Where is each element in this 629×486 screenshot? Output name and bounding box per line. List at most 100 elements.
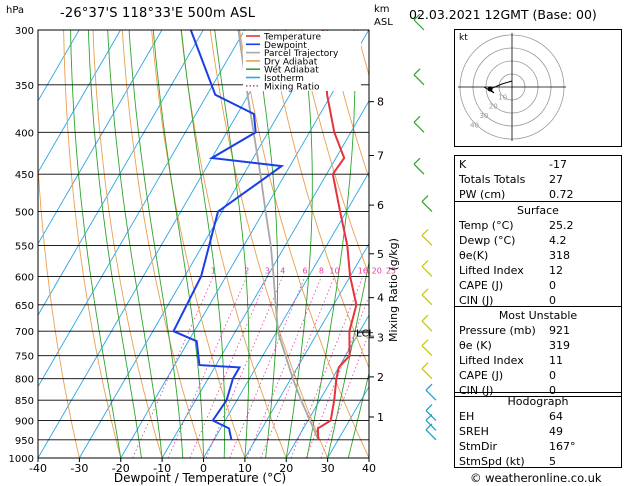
wet-adiabat-line (70, 30, 122, 458)
isotherm-line (38, 30, 80, 102)
wind-barb-flag (413, 157, 421, 165)
wet-adiabat-line (347, 371, 369, 458)
legend-entry: Dewpoint (264, 41, 307, 51)
hodograph-table: Hodograph EH 64 SREH 49 StmDir 167° StmSpd … (454, 392, 622, 468)
mixing-ratio-label: 16 (358, 266, 368, 275)
isotherm-line (38, 30, 163, 245)
hodograph-unit-label: kt (459, 33, 468, 43)
legend-entry: Wet Adiabat (264, 66, 319, 76)
km-tick-label: 2 (377, 371, 384, 384)
wind-barb (425, 389, 437, 401)
hodograph-ring-label: 30 (479, 112, 488, 120)
pressure-tick-label: 750 (15, 352, 34, 363)
mixing-ratio-line (246, 276, 322, 458)
pressure-tick-label: 600 (15, 272, 34, 283)
surface-table: Surface Temp (°C) 25.2 Dewp (°C) 4.2 θe(K)… (454, 201, 622, 307)
pressure-tick-label: 1000 (9, 454, 34, 465)
mixing-ratio-line (132, 276, 214, 458)
wind-barb (421, 345, 433, 357)
mixing-ratio-line (205, 276, 284, 458)
x-tick-label: 10 (238, 462, 252, 475)
credit-text: © weatheronline.co.uk (470, 471, 602, 485)
isotherm-line (78, 30, 328, 458)
wind-barb (421, 320, 433, 332)
index-row: PW (cm) 0.72 (459, 188, 574, 201)
mixing-ratio-label: 6 (303, 266, 308, 275)
parcel-trajectory-line (237, 30, 320, 441)
km-tick-label: 4 (377, 292, 384, 305)
mixing-ratio-label: 4 (280, 266, 285, 275)
isotherm-line (38, 30, 121, 174)
mixing-ratio-label: 3 (265, 266, 270, 275)
height-unit-km: km (374, 4, 390, 15)
wind-barb (425, 429, 437, 441)
mixing-ratio-label: 25 (386, 266, 396, 275)
km-tick-label: 7 (377, 149, 384, 162)
legend-entry: Temperature (263, 33, 321, 43)
wind-barb-flag (421, 339, 429, 347)
wind-barb-flag (421, 288, 429, 296)
lcl-label: LCL (356, 329, 375, 340)
mixing-ratio-label: 1 (211, 266, 216, 275)
hodograph-table-title: Hodograph (507, 395, 569, 408)
x-tick-label: -20 (112, 462, 130, 475)
isotherm-line (120, 30, 369, 458)
legend-entry: Parcel Trajectory (264, 49, 339, 59)
pressure-tick-label: 550 (15, 241, 34, 252)
km-tick-label: 6 (377, 199, 384, 212)
wind-barb-flag (425, 423, 433, 431)
wind-barb (413, 19, 425, 31)
indices-table: K -17 Totals Totals 27 PW (cm) 0.72 (454, 155, 622, 202)
hodograph-ring-label: 10 (498, 93, 507, 101)
wind-barb-flag (421, 259, 429, 267)
datetime-title: 02.03.2021 12GMT (Base: 00) (409, 7, 597, 22)
dewpoint-line (172, 30, 285, 441)
isotherm-line (285, 314, 369, 458)
hodograph-ring-label: 40 (470, 121, 479, 129)
wet-adiabat-line (152, 30, 204, 458)
pressure-unit-label: hPa (6, 5, 25, 16)
pressure-tick-label: 350 (15, 81, 34, 92)
wet-adiabat-line (254, 30, 279, 458)
dry-adiabat-line (297, 30, 369, 277)
x-tick-label: 30 (321, 462, 335, 475)
x-tick-label: -10 (153, 462, 171, 475)
mixing-ratio-line (260, 276, 335, 458)
wind-barb-flag (421, 362, 429, 370)
x-tick-label: 0 (200, 462, 207, 475)
isotherm-line (38, 30, 246, 388)
mixing-ratio-line (305, 295, 369, 458)
pressure-tick-label: 500 (15, 208, 34, 219)
pressure-tick-label: 450 (15, 170, 34, 181)
pressure-tick-label: 900 (15, 417, 34, 428)
wind-barb (413, 74, 425, 86)
mixing-ratio-line (290, 276, 364, 458)
mixing-ratio-line (167, 276, 248, 458)
legend-entry: Isotherm (264, 74, 304, 84)
wind-barb-flag (413, 13, 421, 21)
x-axis-label: Dewpoint / Temperature (°C) (114, 471, 286, 485)
wind-barb-flag (425, 413, 433, 421)
mixing-ratio-label: 2 (244, 266, 249, 275)
mixing-ratio-axis-label: Mixing Ratio (g/kg) (387, 238, 400, 342)
mixing-ratio-line (189, 276, 268, 458)
legend-entry: Dry Adiabat (264, 57, 318, 67)
legend-box (243, 31, 361, 91)
index-row: K -17 (459, 158, 567, 171)
pressure-tick-label: 700 (15, 327, 34, 338)
mixing-ratio-label: 20 (372, 266, 382, 275)
wind-barb (413, 163, 425, 175)
wind-barb (413, 121, 425, 133)
km-tick-label: 1 (377, 411, 384, 424)
km-tick-label: 5 (377, 248, 384, 261)
wet-adiabat-line (128, 30, 184, 458)
km-tick-label: 8 (377, 96, 384, 109)
x-tick-label: -30 (70, 462, 88, 475)
isotherm-line (161, 100, 369, 458)
surface-title: Surface (517, 204, 559, 217)
mixing-ratio-line (320, 332, 369, 458)
x-tick-label: 40 (362, 462, 376, 475)
wind-barb (421, 235, 433, 246)
